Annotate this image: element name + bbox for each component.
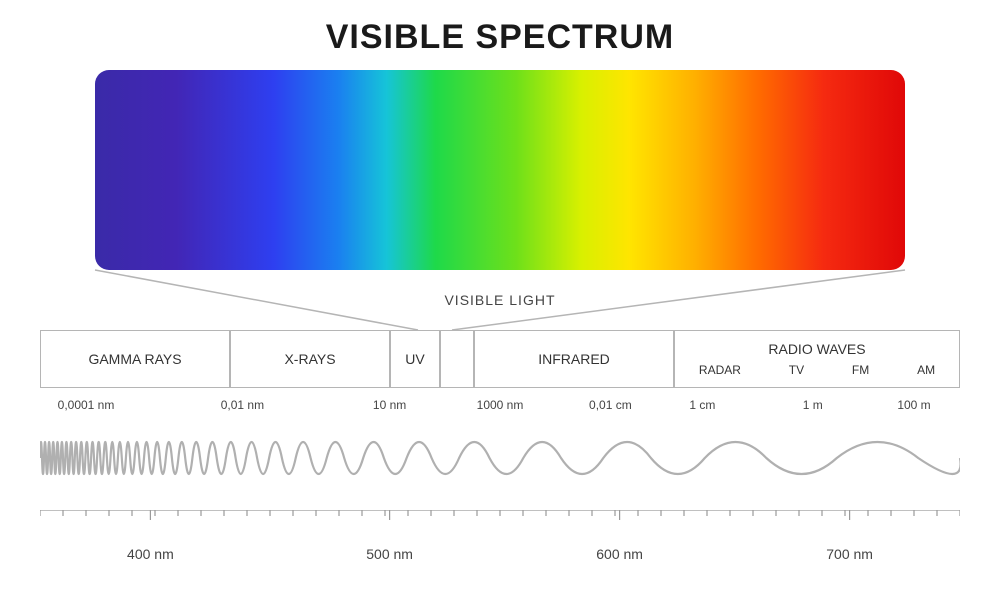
band-radio-waves: RADIO WAVESRADARTVFMAM bbox=[674, 330, 960, 388]
band-gamma-rays: GAMMA RAYS bbox=[40, 330, 230, 388]
band-infrared: INFRARED bbox=[474, 330, 674, 388]
page-title: VISIBLE SPECTRUM bbox=[0, 18, 1000, 57]
em-bands-row: GAMMA RAYSX-RAYSUV INFRAREDRADIO WAVESRAD… bbox=[40, 330, 960, 388]
wave-curve bbox=[40, 418, 960, 498]
visible-light-label: VISIBLE LIGHT bbox=[0, 292, 1000, 308]
bottom-axis bbox=[40, 510, 960, 540]
band-uv: UV bbox=[390, 330, 440, 388]
spectrum-gradient bbox=[95, 70, 905, 270]
band-visible bbox=[440, 330, 474, 388]
band-x-rays: X-RAYS bbox=[230, 330, 390, 388]
